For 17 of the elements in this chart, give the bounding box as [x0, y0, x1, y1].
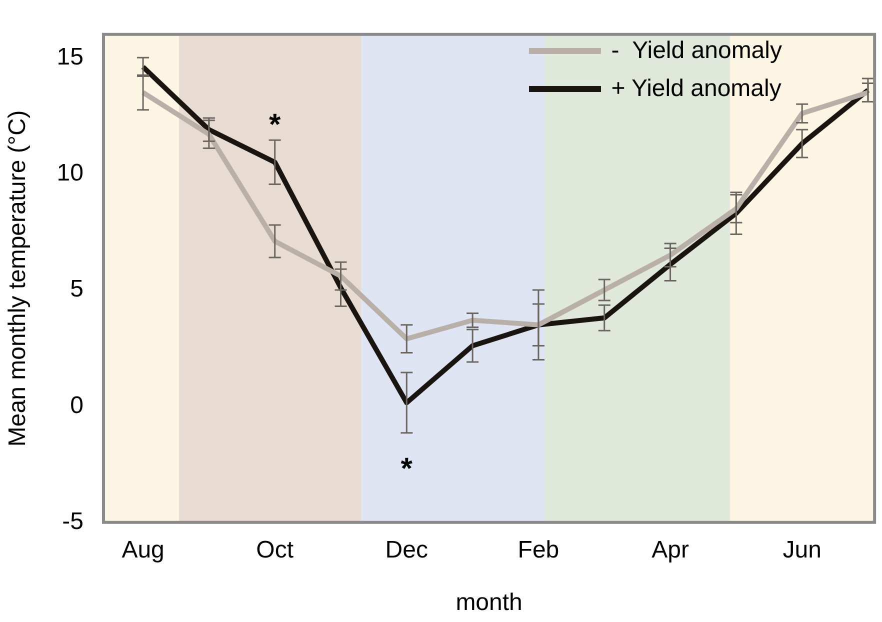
y-tick-label: 15	[56, 43, 84, 70]
y-axis-title: Mean monthly temperature (°C)	[4, 110, 32, 447]
x-tick-label: Apr	[652, 536, 689, 564]
x-tick-label: Jun	[782, 536, 822, 564]
x-tick-label: Oct	[256, 536, 294, 564]
annotation: *	[269, 108, 281, 142]
y-tick-label: 5	[70, 276, 84, 303]
y-tick-label: 0	[70, 392, 84, 419]
legend-label: + Yield anomaly	[611, 75, 782, 103]
x-tick-label: Aug	[122, 536, 164, 564]
annotation: *	[400, 452, 413, 486]
y-tick-label: -5	[62, 508, 84, 536]
x-axis-title: month	[456, 589, 522, 616]
x-tick-label: Feb	[518, 536, 560, 564]
y-tick-label: 10	[56, 159, 84, 186]
legend-label: - Yield anomaly	[611, 37, 782, 65]
x-tick-label: Dec	[385, 536, 428, 564]
